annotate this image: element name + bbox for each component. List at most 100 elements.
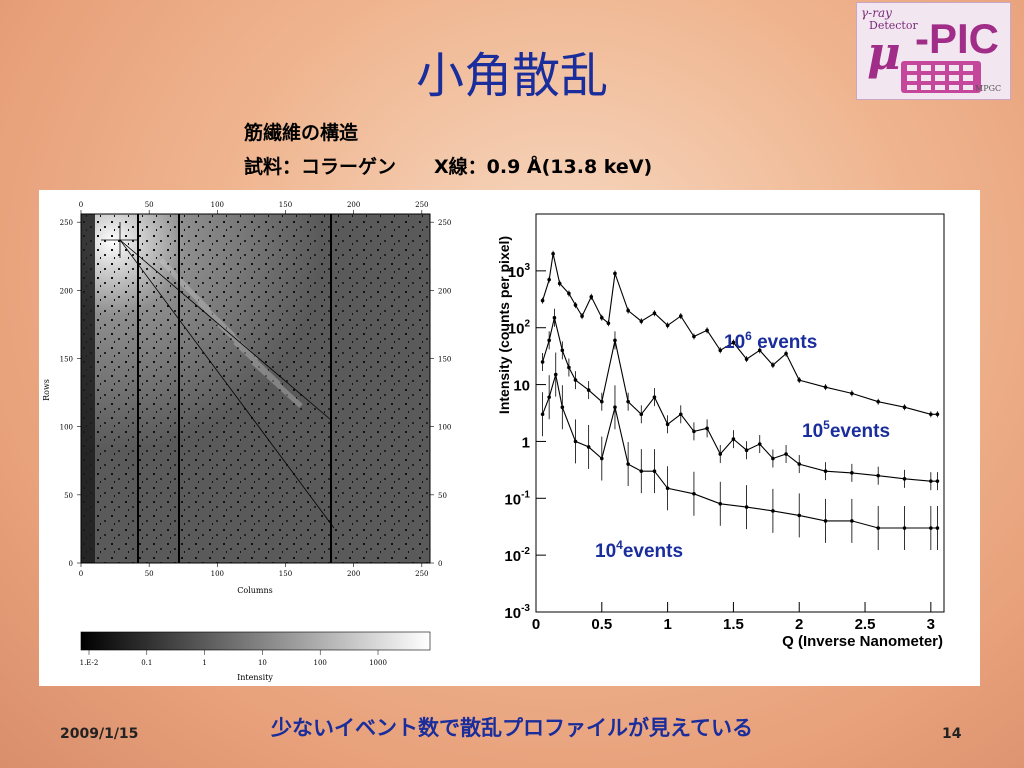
plot-ytick-exp: 2 <box>524 319 530 330</box>
series-point <box>626 308 630 313</box>
detector-xlabel: Columns <box>237 586 273 595</box>
colorbar-ticks: 1.E-2 0.1 1 10 100 1000 <box>80 650 387 667</box>
series-point <box>678 314 683 318</box>
slide-caption: 少ないイベント数で散乱プロファイルが見えている <box>271 716 753 740</box>
footer-date: 2009/1/15 <box>60 726 139 742</box>
det-ytick-label: 250 <box>60 219 73 227</box>
series-label-1e5-rest: events <box>830 421 890 442</box>
series-point <box>876 399 880 404</box>
series-point <box>580 314 584 318</box>
det-xtick-label-top: 200 <box>347 201 360 209</box>
series-point <box>665 323 670 328</box>
slide-title: 小角散乱 <box>415 48 608 104</box>
series-point <box>652 311 657 316</box>
series-point <box>718 501 723 506</box>
series-label-1e5-exp: 5 <box>823 418 830 432</box>
series-point <box>929 479 933 483</box>
series-point <box>665 486 670 491</box>
series-point <box>850 519 854 523</box>
series-point <box>902 405 907 409</box>
det-xtick-label: 100 <box>211 570 224 578</box>
plot-ytick-label: 10-3 <box>504 603 530 622</box>
colorbar-tick-label: 1.E-2 <box>80 659 99 667</box>
logo-org: MPGC <box>975 84 1001 93</box>
plot-ytick-label: 10-1 <box>504 489 530 508</box>
plot-xtick-label: 2.5 <box>855 616 876 633</box>
series-point <box>876 473 880 478</box>
series-point <box>771 456 775 461</box>
series-point <box>547 277 551 282</box>
det-xtick-label-top: 150 <box>279 201 292 209</box>
det-xtick-label: 50 <box>145 570 154 578</box>
series-point <box>929 526 933 530</box>
detector-image <box>80 213 431 564</box>
series-point <box>929 412 933 417</box>
series-point <box>652 395 657 399</box>
det-ytick-label: 0 <box>69 560 73 568</box>
series-point <box>823 469 828 473</box>
plot-ytick-label: 1 <box>522 434 530 451</box>
beam-marker <box>101 222 335 529</box>
series-point <box>613 271 617 276</box>
subtitle-sample: 試料：コラーゲン X線：0.9 Å(13.8 keV) <box>244 156 653 178</box>
series-point <box>935 479 940 483</box>
series-label-1e4: 104events <box>595 538 683 562</box>
series-point <box>705 426 709 431</box>
det-ytick-label-right: 250 <box>438 219 451 227</box>
plot-ytick-base: 10 <box>504 548 521 565</box>
det-ytick-label-right: 50 <box>438 492 447 500</box>
series-point <box>639 412 644 417</box>
det-ytick-label: 150 <box>60 356 73 364</box>
det-ytick-label-right: 200 <box>438 287 451 295</box>
series-label-1e5-base: 10 <box>802 421 823 442</box>
series-point <box>639 469 644 473</box>
series-point <box>757 348 762 353</box>
det-xtick-label: 200 <box>347 570 360 578</box>
series-point <box>589 294 594 299</box>
colorbar: 1.E-2 0.1 1 10 100 1000 Intensity <box>80 631 431 682</box>
series-point <box>784 351 788 356</box>
logo-grid-icon <box>901 61 981 93</box>
page-number: 14 <box>942 726 962 742</box>
series-label-1e4-exp: 4 <box>616 538 623 552</box>
plot-ytick-base: 10 <box>504 491 521 508</box>
series-point <box>540 412 545 417</box>
series-point <box>797 378 802 382</box>
series-point <box>935 526 940 530</box>
logo-pic: -PIC <box>915 15 999 62</box>
series-point <box>560 405 565 409</box>
series-point <box>692 491 696 496</box>
det-ytick-label-right: 100 <box>438 424 451 432</box>
series-point <box>744 505 749 509</box>
det-ytick-label: 200 <box>60 287 73 295</box>
series-point <box>823 519 828 523</box>
series-point <box>573 378 578 382</box>
det-ytick-label: 100 <box>60 424 73 432</box>
series-point <box>771 363 775 367</box>
plot-ytick-exp: -3 <box>521 603 530 614</box>
series-point <box>744 357 749 361</box>
series-point <box>560 348 565 353</box>
colorbar-gradient <box>80 631 431 651</box>
colorbar-tick-label: 1000 <box>369 659 387 667</box>
subtitle-structure: 筋繊維の構造 <box>244 122 359 144</box>
series-point <box>600 456 604 461</box>
series-label-1e4-base: 10 <box>595 541 616 562</box>
series-point <box>639 319 644 324</box>
logo-line1: γ-ray <box>861 6 892 20</box>
plot-xlabel: Q (Inverse Nanometer) <box>782 633 943 650</box>
logo-mu: μ <box>867 26 901 80</box>
series-point <box>551 251 555 256</box>
plot-xtick-label: 2 <box>795 616 803 633</box>
plot-ytick-exp: -1 <box>521 489 530 500</box>
series-point <box>850 391 854 396</box>
plot-ytick-base: 10 <box>513 378 530 395</box>
series-point <box>613 338 617 343</box>
series-point <box>718 348 723 353</box>
series-point <box>553 372 558 377</box>
series-point <box>718 452 723 456</box>
logo-graphic: γ-ray Detector μ -PIC MPGC <box>861 6 1001 93</box>
